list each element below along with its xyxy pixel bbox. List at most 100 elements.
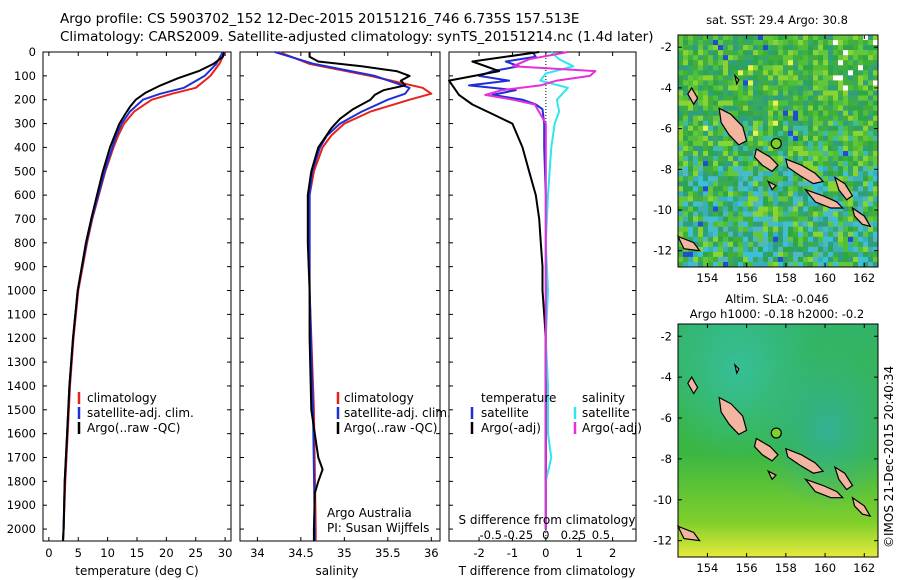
t-diff-tick-label: 2 [609, 546, 616, 560]
sst-cell [843, 95, 849, 101]
sst-cell [838, 236, 844, 243]
sst-cell [768, 211, 774, 217]
sst-cell [803, 226, 809, 232]
sst-cell [873, 55, 879, 61]
sst-cell [738, 186, 744, 192]
sst-cell [758, 186, 764, 192]
sst-cell [823, 181, 829, 187]
sst-cell [843, 151, 849, 157]
sst-cell [768, 100, 774, 106]
sst-cell [798, 261, 804, 268]
sst-cell [693, 140, 699, 147]
sst-cell [728, 236, 734, 243]
sst-cell [873, 100, 879, 106]
sst-cell [743, 70, 749, 76]
sst-cell [848, 181, 854, 187]
sst-cell [798, 176, 804, 182]
sst-cell [773, 40, 779, 46]
sst-cell [798, 35, 804, 41]
sst-cell [863, 211, 869, 217]
sst-cell [698, 130, 704, 137]
sst-cell [823, 90, 829, 96]
sst-cell [758, 45, 764, 51]
sst-cell [823, 125, 829, 132]
sst-cell [768, 135, 774, 142]
sst-cell [818, 231, 824, 238]
sst-cell [858, 125, 864, 132]
sst-cell [868, 75, 874, 81]
sst-cell [853, 135, 859, 142]
sst-cell [683, 151, 689, 157]
sst-cell [723, 246, 729, 253]
sst-cell [723, 181, 729, 187]
sst-cell [838, 35, 844, 41]
sst-cell [698, 145, 704, 152]
sst-cell [833, 55, 839, 61]
sst-cell [743, 90, 749, 96]
sst-cell [763, 90, 769, 96]
sst-cell [693, 125, 699, 132]
sst-cell [823, 40, 829, 46]
sst-cell [718, 85, 724, 91]
sst-cell [803, 35, 809, 41]
sst-cell [793, 191, 799, 197]
sst-cell [678, 145, 684, 152]
sst-cell [683, 211, 689, 217]
sst-cell [848, 65, 854, 71]
sst-cell [773, 181, 779, 187]
sst-cell [768, 261, 774, 268]
sst-cell [808, 226, 814, 232]
sst-cell [758, 231, 764, 238]
sst-cell [843, 216, 849, 222]
sst-cell [703, 251, 709, 258]
sst-cell [688, 130, 694, 137]
sst-cell [748, 85, 754, 91]
sst-cell [798, 140, 804, 147]
sst-cell [823, 166, 829, 172]
sst-cell [763, 206, 769, 212]
sst-cell [763, 241, 769, 248]
sst-cell [853, 181, 859, 187]
sst-cell [713, 85, 719, 91]
sst-cell [728, 256, 734, 263]
lon-tick-label: 154 [696, 271, 718, 285]
sst-cell [678, 241, 684, 248]
sst-cell [813, 156, 819, 162]
sst-cell [798, 256, 804, 263]
sst-cell [693, 110, 699, 116]
sst-cell [683, 105, 689, 111]
x-tick-label: 35 [337, 546, 352, 560]
sst-cell [783, 241, 789, 248]
sst-cell [773, 85, 779, 91]
sst-cell [698, 140, 704, 147]
sst-cell [718, 161, 724, 167]
sst-cell [683, 40, 689, 46]
sst-cell [863, 261, 869, 268]
sst-cell [823, 236, 829, 243]
sst-cell [688, 70, 694, 76]
sst-cell [843, 45, 849, 51]
sst-cell [698, 206, 704, 212]
sst-cell [843, 181, 849, 187]
sst-cell [773, 100, 779, 106]
sst-cell [828, 231, 834, 238]
sst-cell [838, 55, 844, 61]
sst-cell [708, 55, 714, 61]
sst-cell [748, 256, 754, 263]
sst-cell [733, 145, 739, 152]
sst-cell [708, 90, 714, 96]
sst-cell [733, 201, 739, 207]
sst-cell [723, 256, 729, 263]
sst-cell [723, 201, 729, 207]
lat-tick-label: -6 [661, 411, 672, 425]
sst-cell [763, 186, 769, 192]
sst-cell [863, 236, 869, 243]
sst-cell [853, 130, 859, 137]
sst-cell [858, 151, 864, 157]
sst-cell [853, 90, 859, 96]
sst-cell [693, 186, 699, 192]
sst-cell [713, 256, 719, 263]
annotation-argo-australia: Argo Australia [327, 506, 412, 520]
sst-cell [693, 206, 699, 212]
sst-cell [688, 55, 694, 61]
